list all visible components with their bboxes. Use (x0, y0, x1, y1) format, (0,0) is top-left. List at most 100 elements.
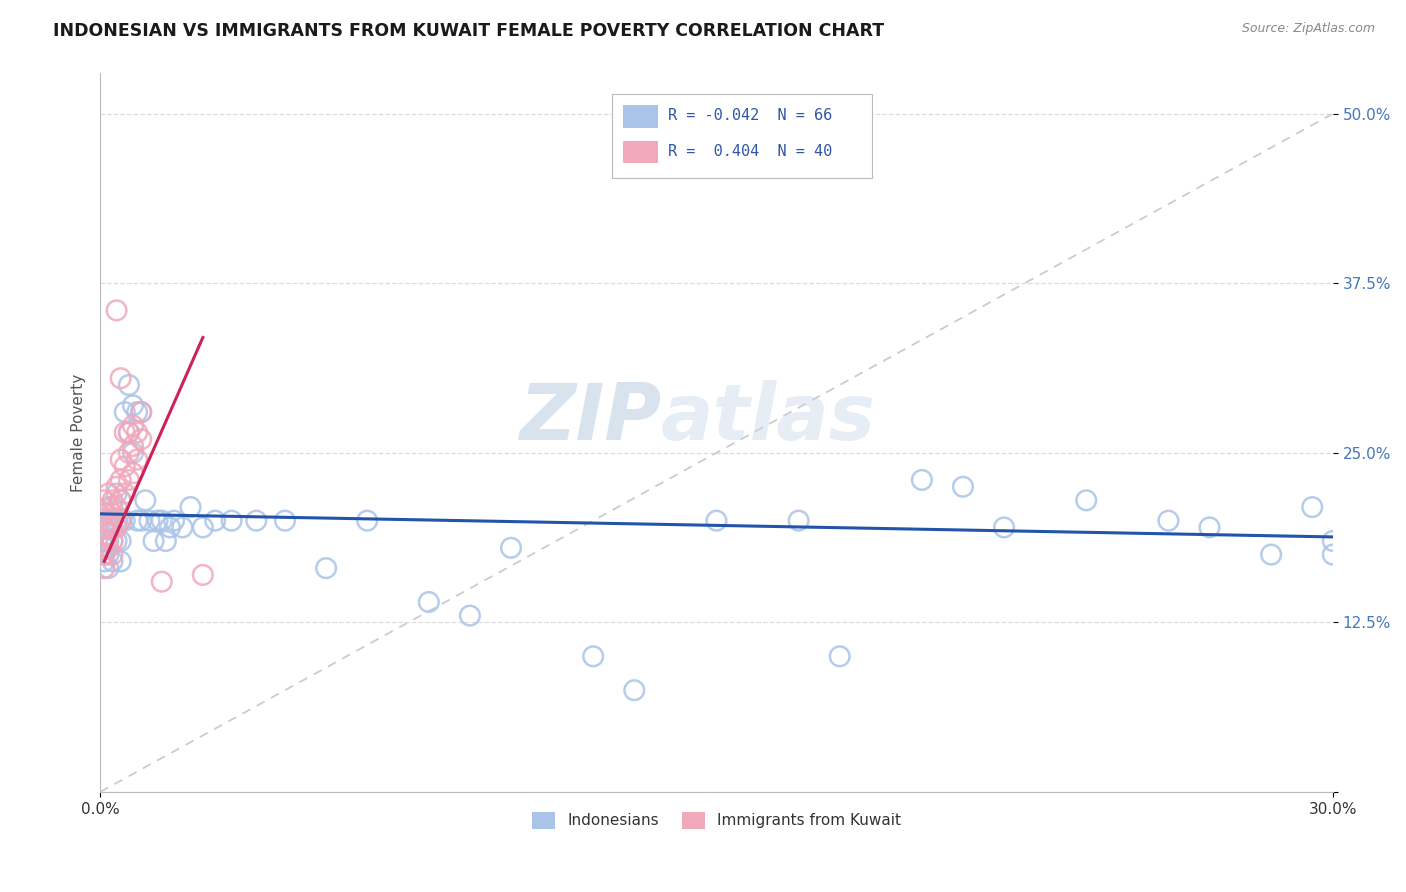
Point (110, 493, 132, 508)
Point (110, 473, 132, 487)
Point (129, 405, 152, 419)
Point (97, 514, 120, 528)
Point (1301, 500, 1323, 514)
Point (101, 533, 124, 548)
Point (127, 425, 149, 440)
Text: R = -0.042  N = 66: R = -0.042 N = 66 (668, 109, 832, 123)
Point (93, 541, 115, 555)
Point (110, 493, 132, 508)
Point (952, 480, 974, 494)
Point (114, 459, 136, 474)
Point (1260, 548, 1282, 562)
Point (93, 520, 115, 534)
Point (911, 473, 934, 487)
Point (105, 303, 128, 318)
Point (101, 520, 124, 534)
Point (93, 533, 115, 548)
Text: Source: ZipAtlas.com: Source: ZipAtlas.com (1241, 22, 1375, 36)
Y-axis label: Female Poverty: Female Poverty (72, 374, 86, 491)
Point (118, 378, 141, 392)
Point (623, 683, 645, 698)
Point (356, 514, 378, 528)
Point (97, 561, 120, 575)
Point (150, 574, 173, 589)
Point (93, 520, 115, 534)
Point (1198, 520, 1220, 534)
Point (105, 480, 128, 494)
Point (110, 452, 132, 467)
Point (97, 500, 120, 514)
Point (122, 466, 145, 480)
Point (118, 425, 141, 440)
Point (129, 405, 152, 419)
Point (122, 418, 145, 433)
Point (101, 548, 124, 562)
Point (138, 514, 160, 528)
Point (134, 493, 156, 508)
Point (582, 649, 605, 664)
Point (146, 514, 169, 528)
Point (129, 514, 152, 528)
Text: R =  0.404  N = 40: R = 0.404 N = 40 (668, 145, 832, 159)
Point (245, 514, 267, 528)
Point (1322, 533, 1344, 548)
Point (97, 514, 120, 528)
Point (93, 493, 115, 508)
Point (105, 514, 128, 528)
Point (110, 514, 132, 528)
Point (118, 425, 141, 440)
Point (114, 405, 136, 419)
Point (118, 473, 141, 487)
Point (127, 405, 149, 419)
Point (93, 554, 115, 568)
Point (101, 507, 124, 521)
Point (993, 520, 1015, 534)
Point (172, 520, 194, 534)
Point (105, 500, 128, 514)
Point (101, 493, 124, 508)
Point (163, 514, 186, 528)
Point (93, 507, 115, 521)
Point (787, 514, 810, 528)
Point (114, 514, 136, 528)
Point (93, 561, 115, 575)
Point (122, 439, 145, 453)
Legend: Indonesians, Immigrants from Kuwait: Indonesians, Immigrants from Kuwait (526, 805, 907, 835)
Point (142, 533, 165, 548)
Point (97, 527, 120, 541)
Point (828, 649, 851, 664)
Point (97, 533, 120, 548)
Point (93, 533, 115, 548)
Text: INDONESIAN VS IMMIGRANTS FROM KUWAIT FEMALE POVERTY CORRELATION CHART: INDONESIAN VS IMMIGRANTS FROM KUWAIT FEM… (53, 22, 884, 40)
Point (150, 514, 173, 528)
Point (97, 548, 120, 562)
Point (105, 486, 128, 500)
Point (97, 520, 120, 534)
Point (110, 514, 132, 528)
Point (1322, 548, 1344, 562)
Point (127, 452, 149, 467)
Point (499, 541, 522, 555)
Point (274, 514, 297, 528)
Point (315, 561, 337, 575)
Text: atlas: atlas (661, 380, 876, 456)
Point (127, 514, 149, 528)
Point (105, 533, 128, 548)
Point (97, 541, 120, 555)
Point (122, 446, 145, 460)
Point (1076, 493, 1098, 508)
Point (110, 371, 132, 385)
Point (110, 554, 132, 568)
Point (191, 568, 214, 582)
Point (101, 500, 124, 514)
Point (114, 425, 136, 440)
Point (204, 514, 226, 528)
Point (97, 486, 120, 500)
Point (129, 432, 152, 446)
Point (1157, 514, 1180, 528)
Point (93, 548, 115, 562)
Point (101, 514, 124, 528)
Text: ZIP: ZIP (519, 380, 661, 456)
Point (101, 533, 124, 548)
Point (418, 595, 440, 609)
